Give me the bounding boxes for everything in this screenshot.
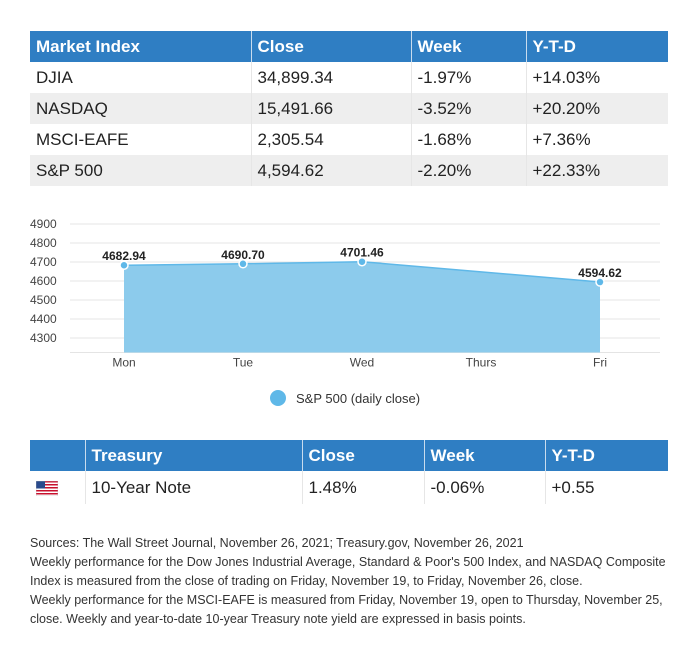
index-ytd: +20.20% [526,93,668,124]
table-row: S&P 500 4,594.62 -2.20% +22.33% [30,155,668,186]
y-tick-label: 4900 [30,217,57,231]
data-point [357,256,367,267]
y-axis: 4300 4400 4500 4600 4700 4800 4900 [30,217,57,345]
y-tick-label: 4800 [30,236,57,250]
treasury-table: Treasury Close Week Y-T-D [30,440,668,504]
area-layer [123,260,601,353]
sp500-area-chart: 4300 4400 4500 4600 4700 4800 4900 4682.94 4690… [30,217,660,370]
flag-cell [30,471,86,504]
index-ytd: +22.33% [526,155,668,186]
index-name: S&P 500 [30,155,252,186]
header-close: Close [251,31,412,62]
header-market-index: Market Index [30,31,252,62]
market-table-header: Market Index Close Week Y-T-D [30,31,668,62]
y-tick-label: 4700 [30,255,57,269]
table-row: NASDAQ 15,491.66 -3.52% +20.20% [30,93,668,124]
treasury-table-header: Treasury Close Week Y-T-D [30,440,668,471]
index-close: 15,491.66 [251,93,412,124]
data-point [119,260,129,270]
x-tick-label: Fri [593,356,607,370]
y-tick-label: 4500 [30,293,57,307]
data-point [595,277,605,287]
table-row: 10-Year Note 1.48% -0.06% +0.55 [30,471,668,504]
index-name: NASDAQ [30,93,252,124]
header-treasury: Treasury [85,440,303,471]
legend-label: S&P 500 (daily close) [296,390,421,406]
table-row: MSCI-EAFE 2,305.54 -1.68% +7.36% [30,124,668,155]
data-point [238,259,248,269]
x-axis: Mon Tue Wed Thurs Fri [112,356,607,370]
header-ytd: Y-T-D [545,440,668,471]
header-ytd: Y-T-D [526,31,668,62]
index-ytd: +14.03% [532,67,601,87]
treasury-name: 10-Year Note [85,471,303,504]
header-close: Close [302,440,425,471]
header-week: Week [424,440,546,471]
index-name: MSCI-EAFE [30,124,252,155]
index-ytd: +7.36% [532,129,591,149]
y-tick-label: 4400 [30,312,57,326]
data-label: 4682.94 [102,249,146,263]
treasury-close: 1.48% [302,471,425,504]
data-label: 4594.62 [578,266,622,280]
points-layer [119,256,605,287]
data-label: 4690.70 [221,248,265,262]
legend-marker [270,390,286,406]
treasury-week: -0.06% [424,471,546,504]
x-tick-label: Tue [233,356,254,370]
chart-legend: S&P 500 (daily close) [270,390,420,406]
footnotes: Sources: The Wall Street Journal, Novemb… [30,534,675,629]
series-area [124,261,600,353]
data-label: 4701.46 [340,246,384,260]
index-name: DJIA [30,62,252,93]
x-tick-label: Thurs [466,356,497,370]
index-close: 2,305.54 [251,124,412,155]
us-flag-icon [36,480,58,496]
header-flag [30,440,86,471]
y-tick-label: 4600 [30,274,57,288]
table-row: DJIA 34,899.34 -1.97% +14.03% [30,62,668,93]
methodology-note: Weekly performance for the Dow Jones Ind… [30,555,666,588]
index-week: -3.52% [411,93,527,124]
data-labels-layer: 4682.94 4690.70 4701.46 4594.62 [102,246,622,280]
treasury-ytd: +0.55 [551,477,595,497]
header-week: Week [411,31,527,62]
sources-note: Sources: The Wall Street Journal, Novemb… [30,536,524,550]
index-week: -1.68% [411,124,527,155]
index-close: 34,899.34 [251,62,412,93]
y-tick-label: 4300 [30,331,57,345]
index-week: -1.97% [411,62,527,93]
index-week: -2.20% [411,155,527,186]
index-close: 4,594.62 [251,155,412,186]
market-index-table: Market Index Close Week Y-T-D DJIA 34,89… [30,31,668,186]
series-line [123,260,601,283]
x-tick-label: Wed [350,356,374,370]
methodology-note: Weekly performance for the MSCI-EAFE is … [30,593,663,626]
x-tick-label: Mon [112,356,135,370]
